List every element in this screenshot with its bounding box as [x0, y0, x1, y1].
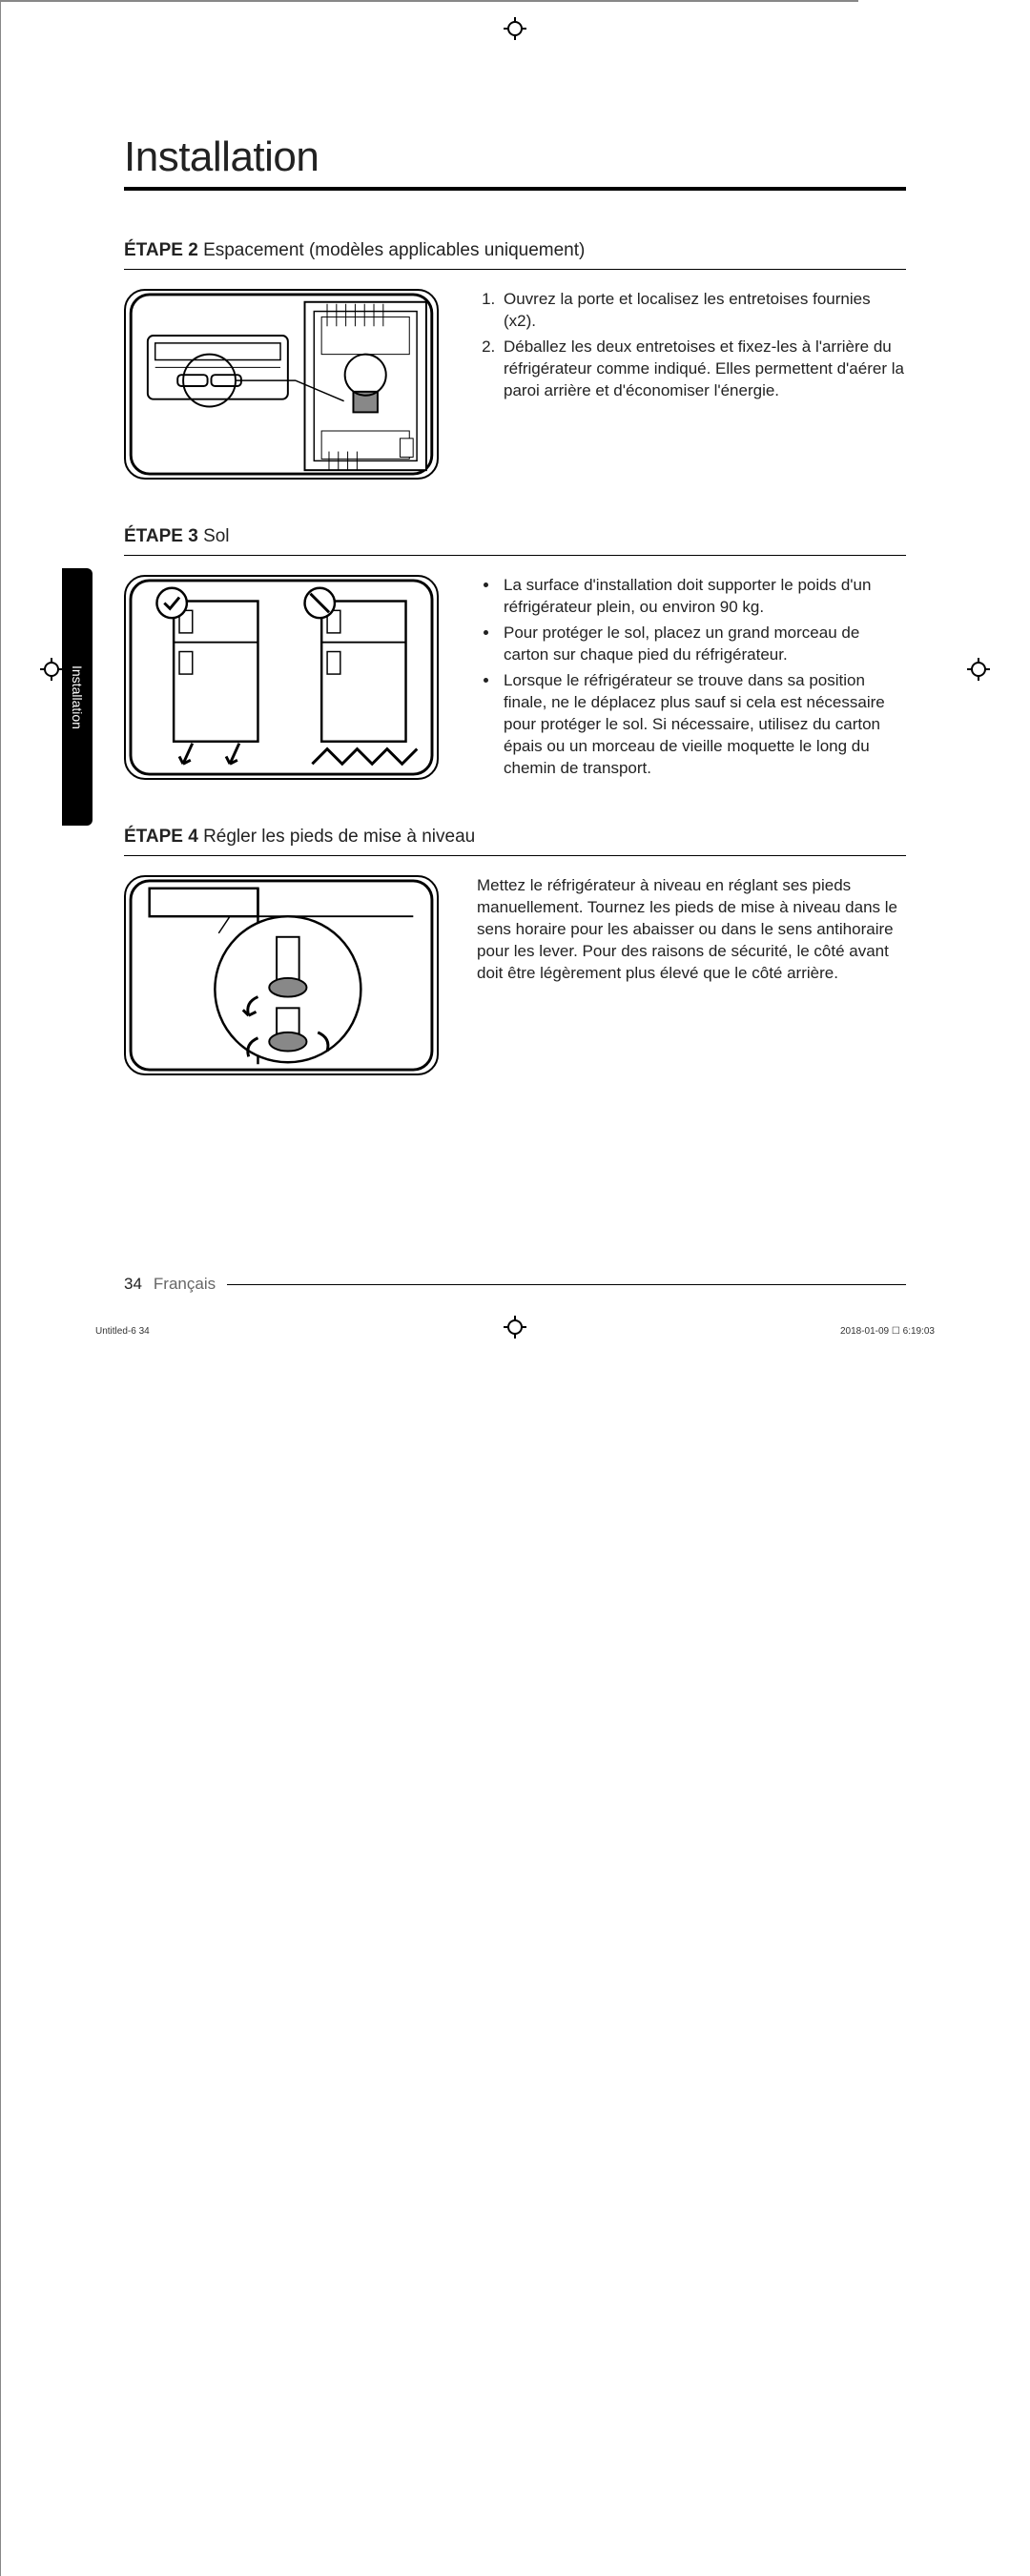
- figure-floor: [124, 575, 439, 785]
- step-block-3: La surface d'installation doit supporter…: [124, 575, 906, 785]
- step-text-3: La surface d'installation doit supporter…: [477, 575, 906, 785]
- registration-mark-right: [967, 658, 990, 681]
- list-item: Lorsque le réfrigérateur se trouve dans …: [500, 670, 906, 780]
- page-footer: 34 Français: [124, 1275, 906, 1294]
- title-rule: [124, 187, 906, 191]
- step-heading-4: ÉTAPE 4 Régler les pieds de mise à nivea…: [124, 827, 906, 856]
- instruction-list: La surface d'installation doit supporter…: [477, 575, 906, 779]
- footer-rule: [227, 1284, 906, 1285]
- step-label: ÉTAPE 4: [124, 827, 198, 847]
- print-footer-left: Untitled-6 34: [95, 1326, 150, 1337]
- print-footer: Untitled-6 34 2018-01-09 ☐ 6:19:03: [95, 1326, 935, 1337]
- step-title: Régler les pieds de mise à niveau: [203, 827, 475, 847]
- list-item: Pour protéger le sol, placez un grand mo…: [500, 623, 906, 666]
- step-heading-3: ÉTAPE 3 Sol: [124, 526, 906, 556]
- step-title: Espacement (modèles applicables uniqueme…: [203, 240, 585, 260]
- figure-spacers: [124, 289, 439, 484]
- print-footer-right: 2018-01-09 ☐ 6:19:03: [840, 1326, 935, 1337]
- step-text-4: Mettez le réfrigérateur à niveau en régl…: [477, 875, 906, 1080]
- crop-mark-bottom: [0, 1, 858, 2]
- step-block-2: Ouvrez la porte et localisez les entreto…: [124, 289, 906, 484]
- registration-mark-left: [40, 658, 63, 681]
- instruction-list: Ouvrez la porte et localisez les entreto…: [477, 289, 906, 402]
- step-label: ÉTAPE 2: [124, 240, 198, 260]
- page-title: Installation: [124, 133, 906, 181]
- section-tab: Installation: [62, 568, 93, 826]
- page-content: Installation ÉTAPE 2 Espacement (modèles…: [124, 133, 906, 1122]
- crop-mark-left: [0, 2, 1, 1289]
- list-item: Déballez les deux entretoises et fixez-l…: [500, 337, 906, 402]
- registration-mark-top: [504, 17, 526, 40]
- figure-levelling: [124, 875, 439, 1080]
- crop-mark-right: [0, 1289, 1, 2576]
- step-heading-2: ÉTAPE 2 Espacement (modèles applicables …: [124, 240, 906, 270]
- step-text-2: Ouvrez la porte et localisez les entreto…: [477, 289, 906, 484]
- list-item: La surface d'installation doit supporter…: [500, 575, 906, 619]
- list-item: Ouvrez la porte et localisez les entreto…: [500, 289, 906, 333]
- page-number: 34: [124, 1275, 142, 1294]
- step-label: ÉTAPE 3: [124, 526, 198, 546]
- step-block-4: Mettez le réfrigérateur à niveau en régl…: [124, 875, 906, 1080]
- instruction-paragraph: Mettez le réfrigérateur à niveau en régl…: [477, 875, 906, 985]
- page-language: Français: [154, 1275, 216, 1294]
- step-title: Sol: [203, 526, 229, 546]
